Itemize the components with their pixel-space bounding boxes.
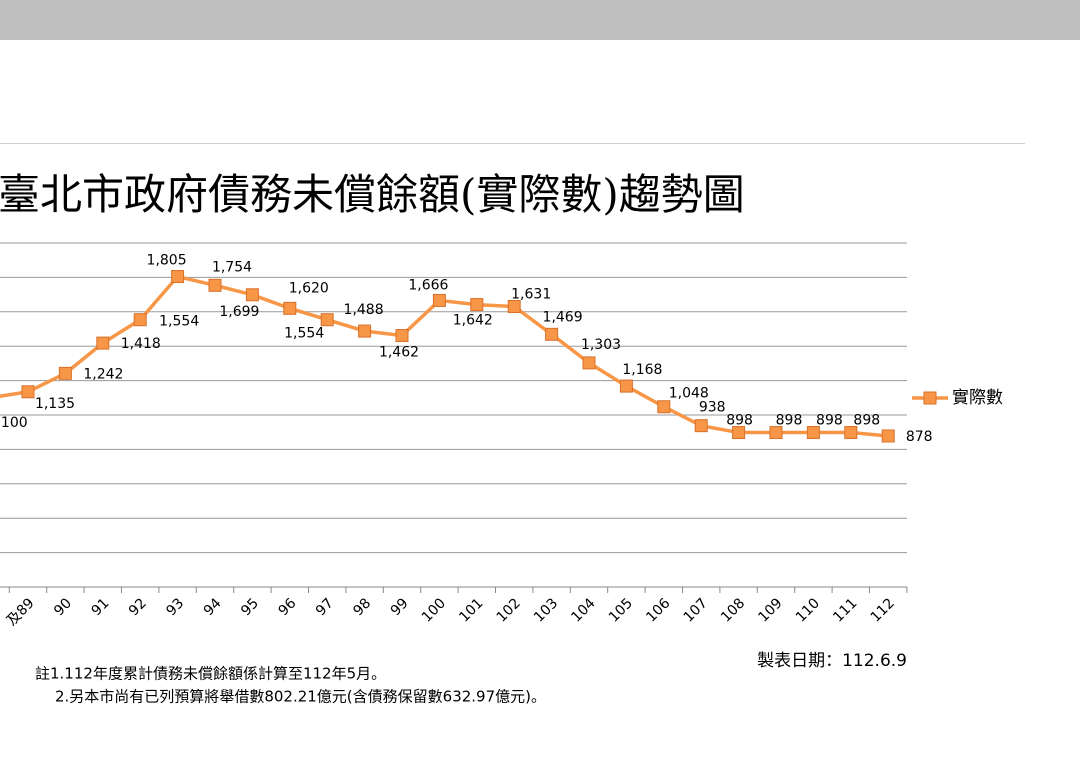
note: 2.另本市尚有已列預算將舉借數802.21億元(含債務保留數632.97億元)。 (55, 688, 546, 706)
value-label: 1,462 (379, 345, 419, 361)
marker (208, 278, 222, 292)
value-label: 878 (906, 429, 933, 445)
marker (96, 336, 110, 350)
x-tick-label: 106 (643, 595, 673, 625)
marker (657, 400, 671, 414)
value-label: 1,554 (159, 314, 199, 330)
x-tick-label: 96 (276, 595, 300, 619)
x-tick-label: 90 (51, 595, 75, 619)
x-tick-label: 98 (350, 595, 374, 619)
value-label: 1,418 (121, 336, 161, 352)
x-tick-label: 110 (793, 595, 823, 625)
date-label: 製表日期：112.6.9 (757, 651, 907, 671)
value-label: 1,666 (408, 277, 448, 293)
x-tick-label: 101 (456, 595, 486, 625)
value-label: 898 (726, 413, 753, 429)
x-tick-label: 102 (494, 595, 524, 625)
marker (619, 379, 633, 393)
value-label: 938 (699, 400, 726, 416)
marker (806, 426, 820, 440)
marker (245, 288, 259, 302)
marker (881, 429, 895, 443)
marker (769, 426, 783, 440)
marker (470, 298, 484, 312)
value-label: 1,048 (669, 386, 709, 402)
value-label: 1,699 (219, 304, 259, 320)
note: 註1.112年度累計債務未償餘額係計算至112年5月。 (35, 665, 386, 683)
x-tick-label: 105 (606, 595, 636, 625)
value-label: 1,642 (453, 313, 493, 329)
marker (358, 324, 372, 338)
value-label: 1,168 (622, 362, 662, 378)
marker (582, 356, 596, 370)
marker (694, 419, 708, 433)
x-tick-label: 97 (313, 595, 337, 619)
value-label: 1,554 (284, 326, 324, 342)
value-label: 898 (816, 413, 843, 429)
value-label: 1,631 (511, 286, 551, 302)
value-label: 1,242 (83, 366, 123, 382)
value-label: 1,469 (543, 309, 583, 325)
legend-marker (923, 391, 937, 405)
x-tick-label: 109 (755, 595, 785, 625)
chart-title: 臺北市政府債務未償餘額(實際數)趨勢圖 (0, 170, 745, 219)
x-tick-label: 104 (568, 595, 598, 625)
marker (732, 426, 746, 440)
value-label: 1,805 (147, 253, 187, 269)
value-label: 1,303 (581, 337, 621, 353)
x-tick-label: 95 (238, 595, 262, 619)
marker (283, 301, 297, 315)
x-tick-label: 100 (419, 595, 449, 625)
marker (320, 313, 334, 327)
value-label: 898 (776, 413, 803, 429)
legend-label: 實際數 (952, 388, 1003, 408)
x-tick-label: 及89 (4, 595, 38, 629)
marker (21, 385, 35, 399)
value-label: 1,754 (212, 259, 252, 275)
x-tick-label: 111 (830, 595, 860, 625)
x-tick-label: 108 (718, 595, 748, 625)
marker (171, 270, 185, 284)
top-bar (0, 0, 1080, 40)
x-tick-label: 93 (163, 595, 187, 619)
value-label: 1,135 (35, 396, 75, 412)
x-tick-label: 91 (89, 595, 113, 619)
value-label: 898 (853, 413, 880, 429)
x-tick-label: 107 (681, 595, 711, 625)
x-tick-label: 99 (388, 595, 412, 619)
marker (58, 366, 72, 380)
marker (507, 299, 521, 313)
x-tick-label: 103 (531, 595, 561, 625)
x-tick-label: 112 (868, 595, 898, 625)
marker (545, 327, 559, 341)
marker (395, 329, 409, 343)
x-tick-label: 92 (126, 595, 150, 619)
marker (133, 313, 147, 327)
value-label: 1,620 (289, 280, 329, 296)
marker (844, 426, 858, 440)
marker (432, 293, 446, 307)
x-tick-label: 94 (201, 595, 225, 619)
value-label: 1,100 (0, 415, 28, 431)
value-label: 1,488 (344, 302, 384, 318)
